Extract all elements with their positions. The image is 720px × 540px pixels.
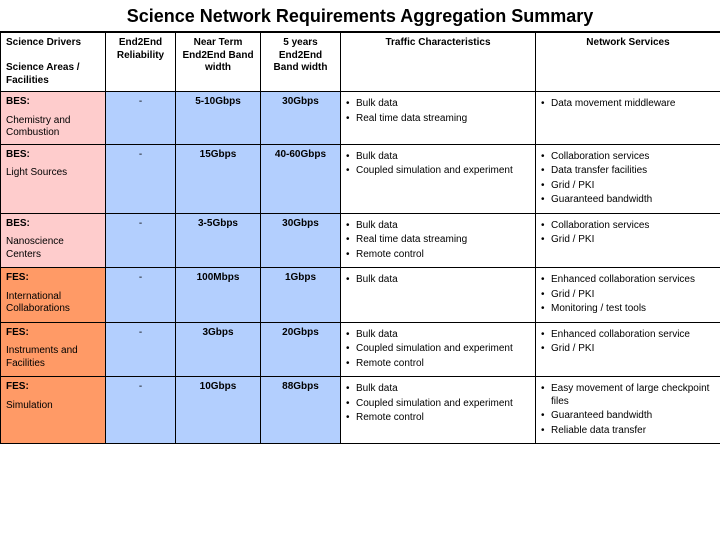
- table-row: BES: Chemistry and Combustion-5-10Gbps30G…: [1, 92, 720, 145]
- facility-label: Instruments and Facilities: [6, 345, 100, 370]
- cell-five-year: 30Gbps: [261, 92, 341, 145]
- cell-traffic: Bulk dataCoupled simulation and experime…: [341, 322, 536, 377]
- cell-driver-facility: FES: Instruments and Facilities: [1, 322, 106, 377]
- cell-traffic: Bulk data: [341, 268, 536, 323]
- cell-driver-facility: FES: Simulation: [1, 377, 106, 444]
- traffic-item: Coupled simulation and experiment: [346, 343, 530, 356]
- cell-driver-facility: BES: Nanoscience Centers: [1, 213, 106, 268]
- traffic-item: Remote control: [346, 412, 530, 425]
- service-item: Enhanced collaboration service: [541, 329, 715, 342]
- cell-driver-facility: FES: International Collaborations: [1, 268, 106, 323]
- service-item: Easy movement of large checkpoint files: [541, 383, 715, 408]
- cell-five-year: 20Gbps: [261, 322, 341, 377]
- table-row: BES:Nanoscience Centers-3-5Gbps30GbpsBul…: [1, 213, 720, 268]
- service-item: Guaranteed bandwidth: [541, 410, 715, 423]
- table-header: Science Drivers Science Areas / Faciliti…: [1, 33, 720, 92]
- cell-five-year: 88Gbps: [261, 377, 341, 444]
- traffic-item: Bulk data: [346, 151, 530, 164]
- col-header-nearterm: Near Term End2End Band width: [176, 33, 261, 92]
- cell-near-term: 15Gbps: [176, 144, 261, 213]
- traffic-item: Bulk data: [346, 220, 530, 233]
- service-item: Guaranteed bandwidth: [541, 194, 715, 207]
- service-item: Grid / PKI: [541, 234, 715, 247]
- traffic-item: Coupled simulation and experiment: [346, 398, 530, 411]
- service-item: Monitoring / test tools: [541, 303, 715, 316]
- col-header-services: Network Services: [536, 33, 720, 92]
- cell-reliability: -: [106, 268, 176, 323]
- facility-label: Simulation: [6, 400, 100, 413]
- cell-near-term: 10Gbps: [176, 377, 261, 444]
- service-item: Collaboration services: [541, 151, 715, 164]
- service-item: Data movement middleware: [541, 98, 715, 111]
- facility-label: Nanoscience Centers: [6, 236, 100, 261]
- col-header-line2: Science Areas / Facilities: [6, 62, 80, 86]
- table-body: BES:Chemistry and Combustion-5-10Gbps30G…: [1, 92, 720, 444]
- col-header-drivers: Science Drivers Science Areas / Faciliti…: [1, 33, 106, 92]
- traffic-item: Bulk data: [346, 274, 530, 287]
- traffic-item: Remote control: [346, 358, 530, 371]
- service-item: Enhanced collaboration services: [541, 274, 715, 287]
- table-row: BES:Light Sources-15Gbps40-60GbpsBulk da…: [1, 144, 720, 213]
- cell-services: Enhanced collaboration serviceGrid / PKI: [536, 322, 720, 377]
- cell-driver-facility: BES: Chemistry and Combustion: [1, 92, 106, 145]
- cell-services: Easy movement of large checkpoint files G…: [536, 377, 720, 444]
- table-row: FES: International Collaborations-100Mbps…: [1, 268, 720, 323]
- service-item: Grid / PKI: [541, 180, 715, 193]
- cell-services: Enhanced collaboration services Grid / PK…: [536, 268, 720, 323]
- driver-label: BES:: [6, 218, 100, 231]
- cell-near-term: 100Mbps: [176, 268, 261, 323]
- service-item: Grid / PKI: [541, 343, 715, 356]
- cell-reliability: -: [106, 92, 176, 145]
- page-title: Science Network Requirements Aggregation…: [0, 0, 720, 32]
- driver-label: BES:: [6, 149, 100, 162]
- cell-near-term: 3-5Gbps: [176, 213, 261, 268]
- traffic-item: Bulk data: [346, 383, 530, 396]
- service-item: Grid / PKI: [541, 289, 715, 302]
- cell-services: Collaboration servicesGrid / PKI: [536, 213, 720, 268]
- requirements-table: Science Drivers Science Areas / Faciliti…: [0, 32, 720, 444]
- traffic-item: Real time data streaming: [346, 113, 530, 126]
- facility-label: International Collaborations: [6, 291, 100, 316]
- cell-near-term: 3Gbps: [176, 322, 261, 377]
- facility-label: Light Sources: [6, 167, 100, 180]
- service-item: Data transfer facilities: [541, 165, 715, 178]
- driver-label: BES:: [6, 96, 100, 109]
- cell-reliability: -: [106, 377, 176, 444]
- cell-near-term: 5-10Gbps: [176, 92, 261, 145]
- col-header-traffic: Traffic Characteristics: [341, 33, 536, 92]
- cell-driver-facility: BES: Light Sources: [1, 144, 106, 213]
- cell-services: Data movement middleware: [536, 92, 720, 145]
- traffic-item: Bulk data: [346, 329, 530, 342]
- table-row: FES: Instruments and Facilities-3Gbps20Gb…: [1, 322, 720, 377]
- driver-label: FES:: [6, 327, 100, 340]
- facility-label: Chemistry and Combustion: [6, 115, 100, 140]
- cell-traffic: Bulk dataReal time data streaming Remote …: [341, 213, 536, 268]
- cell-five-year: 30Gbps: [261, 213, 341, 268]
- col-header-line1: Science Drivers: [6, 37, 81, 48]
- driver-label: FES:: [6, 381, 100, 394]
- col-header-5year: 5 years End2End Band width: [261, 33, 341, 92]
- service-item: Reliable data transfer: [541, 425, 715, 438]
- driver-label: FES:: [6, 272, 100, 285]
- cell-five-year: 1Gbps: [261, 268, 341, 323]
- traffic-item: Real time data streaming: [346, 234, 530, 247]
- table-row: FES: Simulation-10Gbps88Gbps Bulk data Coup…: [1, 377, 720, 444]
- cell-five-year: 40-60Gbps: [261, 144, 341, 213]
- cell-reliability: -: [106, 322, 176, 377]
- cell-traffic: Bulk data Coupled simulation and experime…: [341, 377, 536, 444]
- traffic-item: Bulk data: [346, 98, 530, 111]
- cell-reliability: -: [106, 144, 176, 213]
- traffic-item: Coupled simulation and experiment: [346, 165, 530, 178]
- col-header-reliability: End2End Reliability: [106, 33, 176, 92]
- traffic-item: Remote control: [346, 249, 530, 262]
- cell-traffic: Bulk dataCoupled simulation and experime…: [341, 144, 536, 213]
- cell-services: Collaboration servicesData transfer faci…: [536, 144, 720, 213]
- service-item: Collaboration services: [541, 220, 715, 233]
- cell-reliability: -: [106, 213, 176, 268]
- cell-traffic: Bulk data Real time data streaming: [341, 92, 536, 145]
